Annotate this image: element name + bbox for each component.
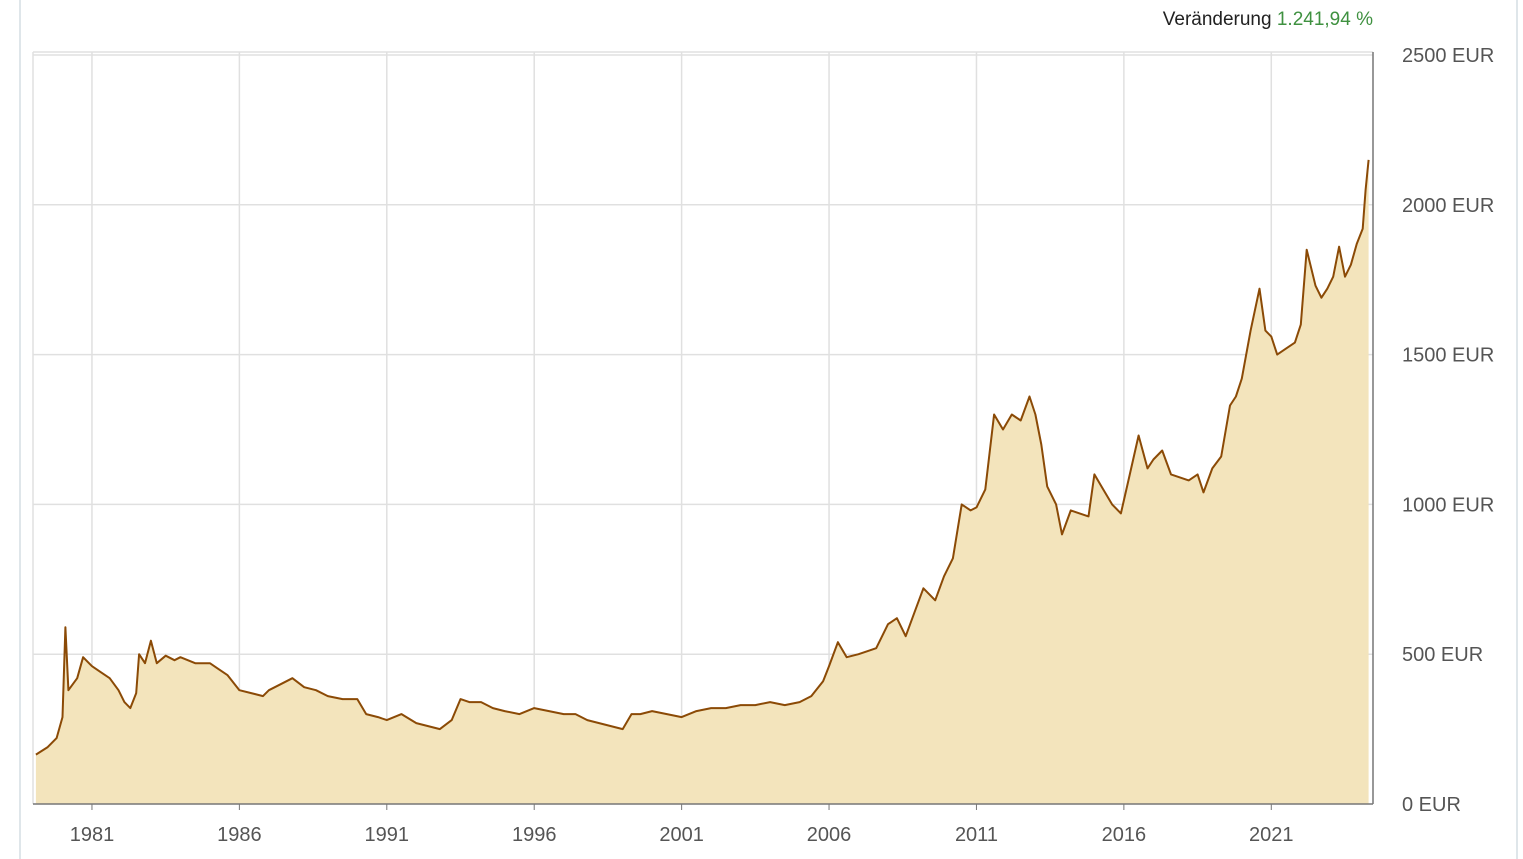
- x-tick-label: 1991: [365, 824, 410, 846]
- y-tick-label: 0 EUR: [1402, 794, 1461, 816]
- x-tick-label: 2016: [1102, 824, 1147, 846]
- x-tick-label: 2021: [1249, 824, 1294, 846]
- x-tick-label: 2001: [659, 824, 704, 846]
- x-tick-label: 1981: [70, 824, 115, 846]
- axis-layer: [33, 52, 1374, 810]
- x-tick-label: 1996: [512, 824, 557, 846]
- y-tick-label: 2000 EUR: [1402, 195, 1494, 217]
- price-line: [35, 159, 1370, 756]
- x-tick-label: 2006: [807, 824, 852, 846]
- y-tick-label: 500 EUR: [1402, 644, 1483, 666]
- change-value: 1.241,94 %: [1276, 9, 1373, 30]
- x-tick-label: 1986: [217, 824, 262, 846]
- grid-layer: [32, 51, 1373, 804]
- right-frame-border: [1516, 0, 1518, 859]
- y-tick-label: 1500 EUR: [1402, 345, 1494, 367]
- y-tick-label: 2500 EUR: [1402, 45, 1494, 67]
- price-area-fill: [35, 159, 1369, 804]
- y-tick-label: 1000 EUR: [1402, 494, 1494, 516]
- left-frame-border: [19, 0, 21, 859]
- change-label: Veränderung: [1162, 9, 1272, 30]
- change-readout: Veränderung 1.241,94 %: [1163, 9, 1373, 31]
- tick-label-layer: 0 EUR 500 EUR 1000 EUR 1500 EUR 2000 EUR 2500…: [70, 45, 1495, 846]
- x-tick-label: 2011: [955, 824, 998, 846]
